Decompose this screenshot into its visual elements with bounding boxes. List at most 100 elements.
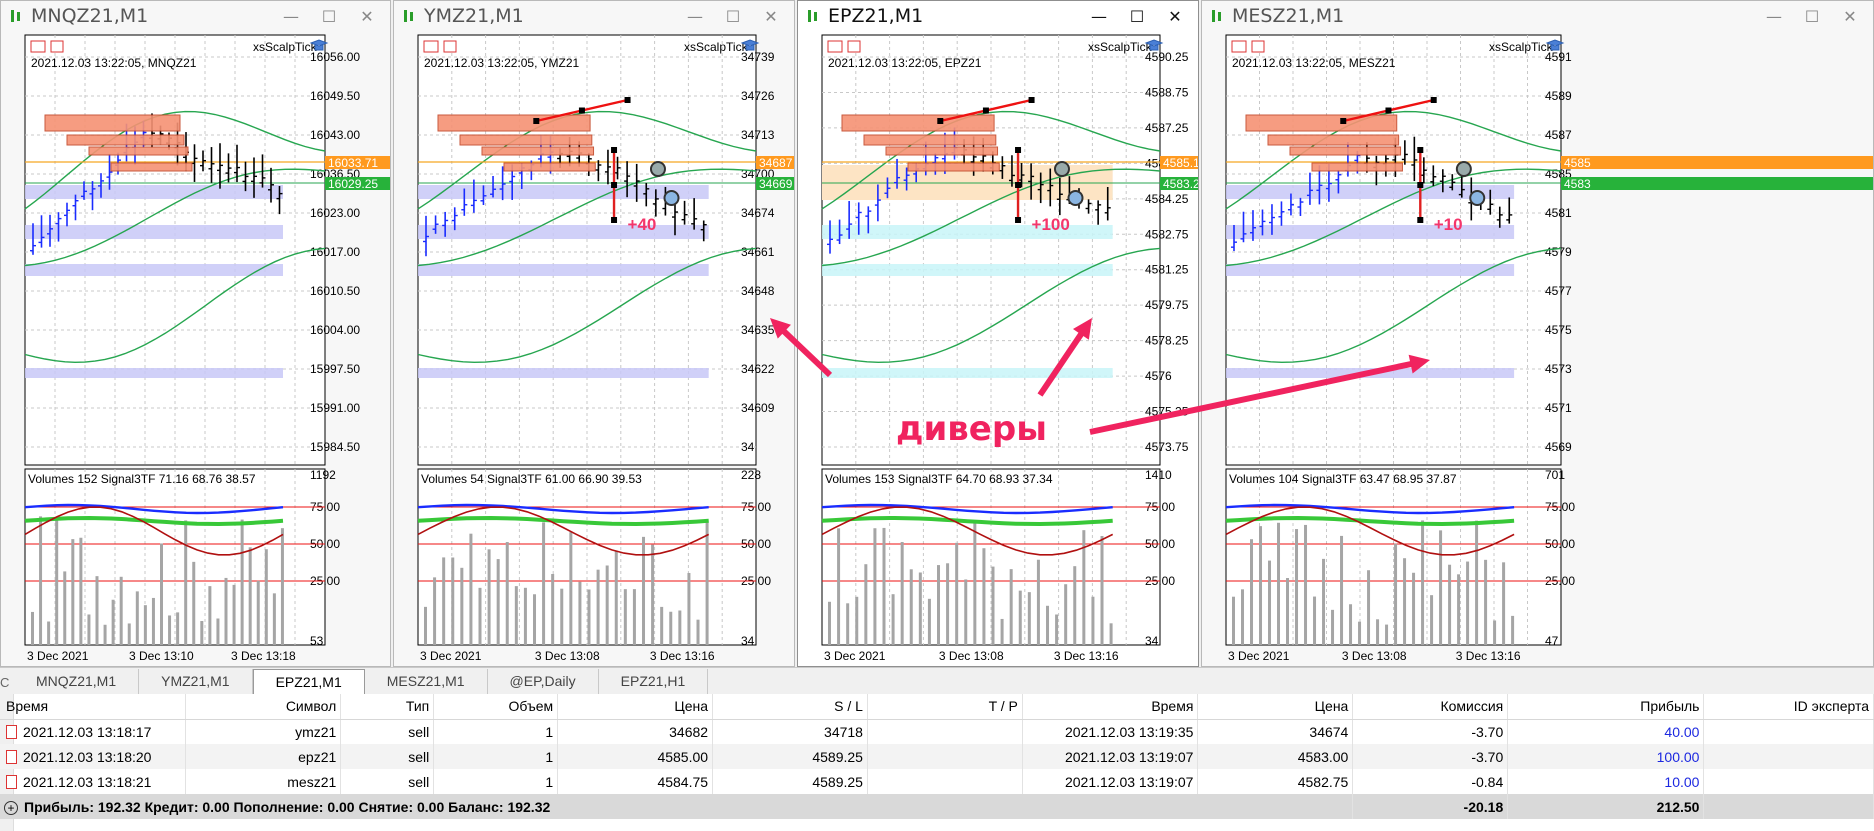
window-titlebar[interactable]: MESZ21,M1 — ☐ ✕	[1202, 1, 1873, 31]
chart-window-1[interactable]: MNQZ21,M1 — ☐ ✕ 16056.00 16049.50 16043.00 1603…	[0, 0, 391, 667]
close-button[interactable]: ✕	[764, 6, 778, 26]
summary-empty	[1703, 794, 1874, 819]
deal-icon	[6, 774, 17, 789]
table-row[interactable]: 2021.12.03 13:18:21 mesz21 sell 1 4584.75 458…	[0, 769, 1874, 794]
price-tick-label: 34726	[741, 89, 775, 103]
volume-tick-label: 34	[741, 634, 755, 648]
price-zone	[822, 264, 1113, 276]
tab-mesz21-m1[interactable]: MESZ21,M1	[365, 669, 488, 694]
close-button[interactable]: ✕	[360, 6, 374, 26]
tab-mnqz21-m1[interactable]: MNQZ21,M1	[14, 669, 140, 694]
band-upper	[417, 110, 757, 210]
price-badge-text: 34669	[759, 177, 793, 191]
column-header[interactable]: Символ	[185, 694, 342, 720]
minimize-button[interactable]: —	[687, 6, 703, 26]
chart-window-2[interactable]: YMZ21,M1— ☐ ✕ 34739 34726 34713 34700 34674 3466…	[393, 0, 795, 667]
column-header[interactable]: Объем	[433, 694, 559, 720]
maximize-button[interactable]: ☐	[1804, 6, 1820, 26]
column-header[interactable]: Тип	[340, 694, 435, 720]
graduation-cap-icon	[1144, 39, 1164, 51]
table-cell: -0.84	[1352, 769, 1509, 794]
chart-canvas[interactable]: 3473934726347133470034674346613464834635…	[394, 31, 795, 667]
indicator-name: xsScalpTick	[1489, 40, 1554, 54]
sr-box	[1289, 146, 1402, 156]
column-header[interactable]: Цена	[1197, 694, 1354, 720]
signal-red	[24, 506, 284, 556]
price-tick-label: 4579.75	[1145, 298, 1189, 312]
chart-canvas[interactable]: 16056.0016049.5016043.0016036.5016023.00…	[1, 31, 391, 667]
chart-window-4[interactable]: MESZ21,M1 — ☐ ✕ 4591 4589 4587 4585 4581 4579 4577…	[1201, 0, 1874, 667]
price-badge	[1561, 156, 1873, 169]
price-zone	[418, 368, 709, 378]
volume-tick-label: 53	[310, 634, 324, 648]
time-label: 3 Dec 13:16	[1456, 649, 1521, 663]
window-titlebar[interactable]: YMZ21,M1 — ☐ ✕	[394, 1, 794, 31]
table-cell: -3.70	[1352, 744, 1509, 769]
tab-epz21-h1[interactable]: EPZ21,H1	[599, 669, 709, 694]
tab--ep-daily[interactable]: @EP,Daily	[488, 669, 599, 694]
window-titlebar[interactable]: MNQZ21,M1 — ☐ ✕	[1, 1, 390, 31]
chart-tabs: C MNQZ21,M1 YMZ21,M1 EPZ21,M1 MESZ21,M1 @EP,…	[0, 667, 1874, 694]
price-tick-label: 4582.75	[1145, 227, 1189, 241]
exit-marker	[663, 190, 680, 206]
band-lower	[821, 247, 1161, 364]
price-tick-label: 4590.25	[1145, 50, 1189, 64]
column-header[interactable]: Прибыль	[1507, 694, 1705, 720]
column-header[interactable]: Комиссия	[1352, 694, 1509, 720]
window-titlebar[interactable]: EPZ21,M1 — ☐ ✕	[798, 1, 1198, 31]
column-header[interactable]: S / L	[712, 694, 868, 720]
volume-panel	[1225, 468, 1562, 646]
summary-text: + Прибыль: 192.32 Кредит: 0.00 Пополнение…	[0, 794, 1354, 819]
volume-tick-label: 25.00	[1145, 574, 1175, 588]
column-header[interactable]: ID эксперта	[1703, 694, 1874, 720]
band-upper	[24, 110, 326, 210]
column-header[interactable]: Время	[0, 694, 187, 720]
chart-canvas[interactable]: 4590.254588.754587.254585.754584.254582.…	[798, 31, 1199, 667]
table-cell: 4583.00	[1197, 744, 1354, 769]
table-row[interactable]: 2021.12.03 13:18:17 ymz21 sell 1 34682 34718 2…	[0, 719, 1874, 744]
chart-menu-icon	[827, 40, 843, 53]
price-tick-label: 4571	[1545, 401, 1572, 415]
close-button[interactable]: ✕	[1843, 6, 1857, 26]
maximize-button[interactable]: ☐	[321, 6, 337, 26]
minimize-button[interactable]: —	[283, 6, 299, 26]
minimize-button[interactable]: —	[1091, 6, 1107, 26]
column-header[interactable]: Цена	[557, 694, 714, 720]
minimize-button[interactable]: —	[1766, 6, 1782, 26]
price-tick-label: 34635	[741, 323, 775, 337]
sr-box	[1245, 114, 1398, 132]
indicator-name: xsScalpTick	[253, 40, 318, 54]
time-label: 3 Dec 13:10	[129, 649, 194, 663]
tab-ymz21-m1[interactable]: YMZ21,M1	[139, 669, 253, 694]
divergence-marker	[533, 118, 540, 124]
price-tick-label: 16056.00	[310, 50, 360, 64]
chart-menu-icon	[30, 40, 46, 53]
chart-settings-icon	[1251, 40, 1265, 53]
table-row[interactable]: 2021.12.03 13:18:20 epz21 sell 1 4585.00 4589…	[0, 744, 1874, 769]
chart-canvas[interactable]: 4591 4589 4587 4585 4581 4579 4577 4575 4573 4571…	[1202, 31, 1874, 667]
timestamp-line: 2021.12.03 13:22:05, EPZ21	[828, 56, 982, 70]
signal-green	[1225, 515, 1515, 527]
table-cell: 2021.12.03 13:18:17	[0, 719, 187, 744]
close-button[interactable]: ✕	[1168, 6, 1182, 26]
maximize-button[interactable]: ☐	[725, 6, 741, 26]
column-header[interactable]: Время	[1022, 694, 1199, 720]
tab-epz21-m1[interactable]: EPZ21,M1	[252, 669, 365, 694]
price-panel	[1225, 34, 1562, 466]
sr-box	[1267, 134, 1400, 146]
timestamp-line: 2021.12.03 13:22:05, YMZ21	[424, 56, 580, 70]
expand-icon[interactable]: +	[4, 800, 18, 815]
maximize-button[interactable]: ☐	[1129, 6, 1145, 26]
volume-label: Volumes 104 Signal3TF 63.47 68.95 37.87	[1229, 472, 1457, 486]
window-controls: — ☐ ✕	[1757, 5, 1867, 27]
sr-box	[88, 146, 189, 156]
chart-icon	[806, 10, 820, 22]
table-cell	[1703, 744, 1874, 769]
table-cell: 2021.12.03 13:19:35	[1022, 719, 1199, 744]
band-middle	[821, 168, 1161, 267]
divergence-marker	[1340, 118, 1347, 124]
chart-window-3[interactable]: EPZ21,M1—☐✕4590.254588.754587.254585.754…	[797, 0, 1199, 667]
price-tick-label: 16010.50	[310, 284, 360, 298]
column-header[interactable]: T / P	[867, 694, 1023, 720]
